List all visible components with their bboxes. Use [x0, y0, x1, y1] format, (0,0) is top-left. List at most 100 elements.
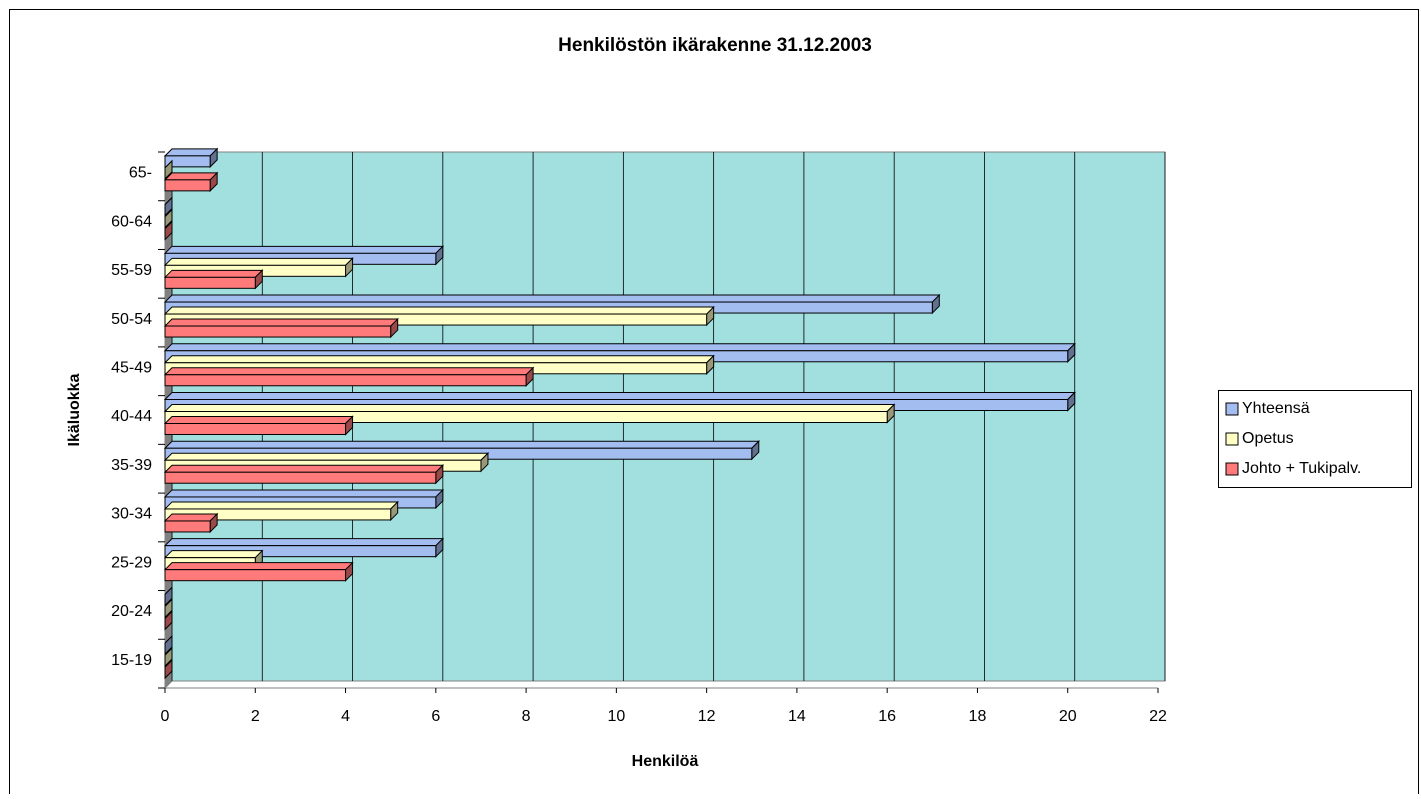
bar: [164, 196, 173, 217]
bar-end: [164, 658, 173, 680]
x-tick-label: 2: [251, 708, 260, 725]
bar-end: [164, 610, 173, 631]
x-tick-label: 18: [969, 708, 987, 725]
x-tick-label: 16: [878, 708, 896, 725]
y-tick-label: 20-24: [111, 603, 152, 620]
y-tick-label: 35-39: [111, 457, 152, 474]
bar-front: [164, 423, 347, 435]
x-tick-label: 8: [522, 708, 531, 725]
bar-top: [163, 489, 445, 498]
bar-top: [163, 392, 1076, 400]
bar: [164, 610, 173, 631]
legend-swatch: [1225, 462, 1239, 476]
bar-top: [163, 269, 264, 278]
bar: [163, 171, 219, 193]
chart-title: Henkilöstön ikärakenne 31.12.2003: [558, 35, 872, 56]
bar-top: [163, 513, 219, 522]
y-axis-title: Ikäluokka: [66, 373, 83, 446]
bar: [164, 586, 173, 607]
bar-top: [163, 318, 399, 327]
bar-end: [164, 598, 173, 619]
bar-top: [163, 355, 715, 364]
y-tick-label: 30-34: [111, 506, 152, 523]
bar-top: [163, 343, 1076, 352]
bar-front: [164, 276, 256, 289]
bar-top: [163, 404, 896, 412]
bar: [164, 159, 173, 181]
x-tick-label: 10: [607, 708, 625, 725]
bar: [164, 598, 173, 619]
legend-label: Yhteensä: [1242, 400, 1310, 417]
bar: [164, 646, 173, 668]
x-tick-label: 0: [161, 708, 170, 725]
bar-front: [164, 325, 392, 338]
bar-front: [164, 374, 527, 387]
bar-front: [164, 520, 211, 533]
bar: [163, 269, 264, 290]
bar: [163, 561, 354, 582]
bar-top: [163, 538, 445, 547]
bar-front: [164, 569, 347, 582]
y-tick-label: 60-64: [111, 213, 152, 230]
bar-end: [164, 586, 173, 607]
bar: [164, 220, 173, 241]
bar-top: [163, 440, 760, 449]
bar: [163, 537, 445, 558]
bar-top: [163, 464, 445, 473]
x-tick-label: 14: [788, 708, 806, 725]
x-tick-label: 6: [431, 708, 440, 725]
bar: [163, 415, 354, 436]
bar-front: [164, 471, 437, 484]
bar-end: [164, 208, 173, 229]
bar-top: [163, 452, 490, 461]
bar-end: [164, 646, 173, 668]
bar-top: [163, 501, 399, 510]
x-tick-label: 4: [341, 708, 350, 725]
bar-end: [164, 196, 173, 217]
bar-top: [163, 257, 354, 266]
x-tick-label: 12: [698, 708, 716, 725]
bar-top: [163, 562, 354, 571]
legend-swatch: [1225, 402, 1239, 416]
bar-front: [164, 545, 437, 558]
bar: [163, 500, 399, 522]
x-tick-label: 22: [1149, 708, 1167, 725]
legend-label: Johto + Tukipalv.: [1242, 460, 1361, 477]
bar-top: [163, 148, 219, 157]
y-tick-label: 40-44: [111, 408, 152, 425]
bar: [164, 634, 173, 656]
y-tick-label: 65-: [129, 165, 152, 182]
bar-front: [164, 155, 211, 168]
bar-end: [164, 159, 173, 181]
x-tick-label: 20: [1059, 708, 1077, 725]
bar-top: [163, 294, 941, 303]
bar-top: [163, 416, 354, 424]
x-axis-title: Henkilöä: [632, 753, 699, 770]
bar: [163, 464, 445, 485]
bar-top: [163, 245, 445, 254]
bar: [163, 366, 535, 387]
bar-top: [163, 172, 219, 181]
bar-front: [164, 411, 888, 423]
bar-front: [164, 179, 211, 192]
bar-top: [163, 306, 715, 315]
bar: [163, 147, 219, 169]
bar-front: [164, 508, 392, 521]
bar: [163, 512, 219, 534]
y-tick-label: 45-49: [111, 359, 152, 376]
bar: [163, 305, 715, 327]
bar: [163, 317, 399, 339]
bar: [163, 403, 896, 424]
legend-swatch: [1225, 432, 1239, 446]
y-tick-label: 25-29: [111, 554, 152, 571]
legend-label: Opetus: [1242, 430, 1294, 447]
bar-top: [163, 550, 264, 559]
bar-end: [164, 634, 173, 656]
y-tick-label: 15-19: [111, 652, 152, 669]
y-tick-label: 50-54: [111, 311, 152, 328]
bar: [164, 208, 173, 229]
bar-end: [164, 220, 173, 241]
bar: [164, 658, 173, 680]
bar-top: [163, 367, 535, 376]
